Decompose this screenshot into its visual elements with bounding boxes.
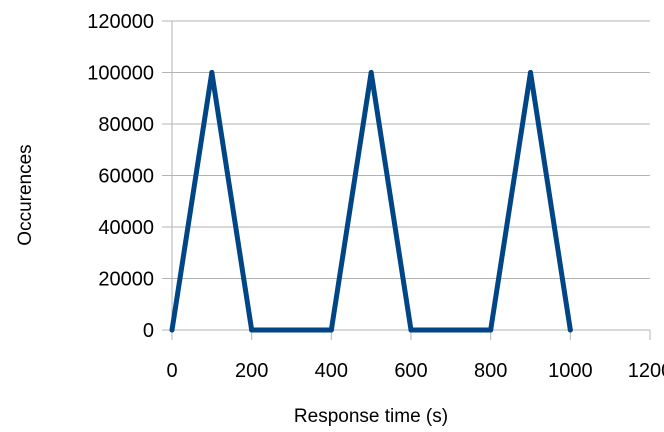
y-tick-label-2: 40000: [98, 217, 154, 239]
y-tick-label-5: 100000: [87, 63, 154, 85]
x-tick-labels: 0 200 400 600 800 1000 1200: [166, 360, 664, 382]
y-tick-label-1: 20000: [98, 269, 154, 291]
x-tick-label-1: 200: [235, 360, 268, 382]
x-tick-label-0: 0: [166, 360, 177, 382]
y-tick-label-4: 80000: [98, 114, 154, 136]
x-tick-label-5: 1000: [548, 360, 593, 382]
data-point-0-0: [169, 327, 175, 333]
y-axis-title: Occurences: [15, 144, 36, 245]
data-point-0-3: [328, 327, 334, 333]
series-line-0: [169, 70, 573, 333]
data-point-0-8: [567, 327, 573, 333]
y-tick-label-0: 0: [143, 320, 154, 342]
data-point-0-4: [368, 70, 374, 75]
data-point-0-6: [488, 327, 494, 333]
data-point-0-7: [528, 70, 533, 75]
x-tick-label-2: 400: [315, 360, 348, 382]
data-point-0-1: [209, 70, 215, 75]
y-tick-labels: 0 20000 40000 60000 80000 100000 120000: [87, 11, 154, 342]
data-point-0-5: [408, 327, 414, 333]
y-tick-label-6: 120000: [87, 11, 154, 33]
x-axis-title: Response time (s): [294, 406, 448, 427]
x-tick-label-6: 1200: [628, 360, 664, 382]
y-tick-label-3: 60000: [98, 166, 154, 188]
x-tick-label-3: 600: [394, 360, 427, 382]
x-tick-label-4: 800: [474, 360, 507, 382]
data-point-0-2: [249, 327, 255, 333]
series-group: [169, 70, 573, 333]
